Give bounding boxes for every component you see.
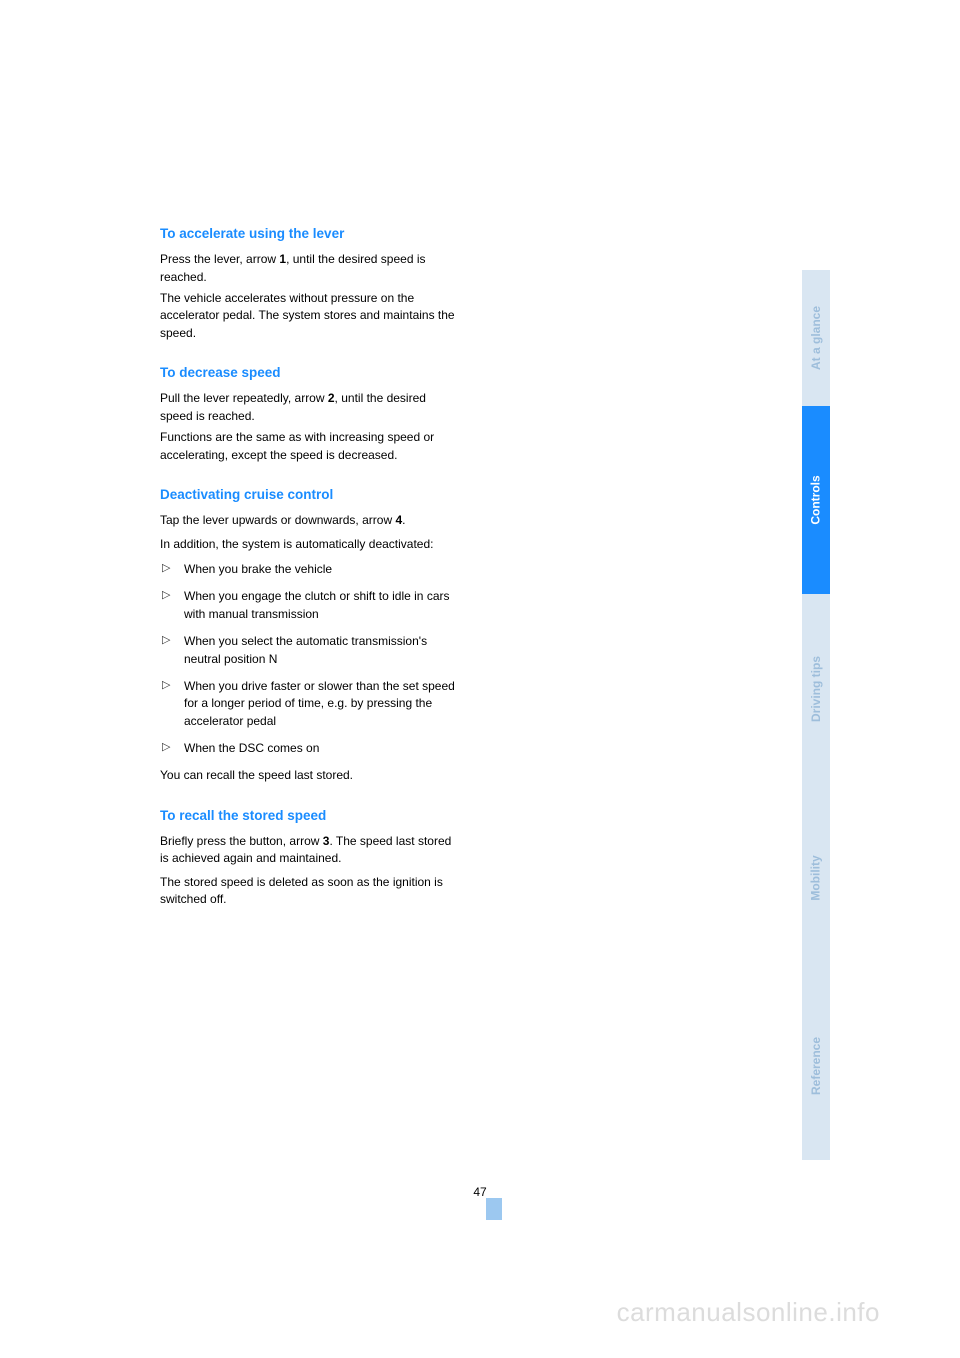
heading-decrease: To decrease speed [160,364,460,382]
list-item: When you drive faster or slower than the… [160,678,460,730]
section-recall: To recall the stored speed Briefly press… [160,807,460,909]
tab-mobility[interactable]: Mobility [802,784,830,972]
page-number: 47 [473,1185,486,1199]
para: Briefly press the button, arrow 3. The s… [160,833,460,868]
tab-label: Controls [809,475,823,524]
para: The vehicle accelerates without pressure… [160,290,460,342]
section-deactivate: Deactivating cruise control Tap the leve… [160,486,460,785]
page-number-bar [486,1198,502,1220]
list-item: When the DSC comes on [160,740,460,757]
list-item: When you engage the clutch or shift to i… [160,588,460,623]
tab-label: Driving tips [809,656,823,722]
para: In addition, the system is automatically… [160,536,460,553]
text: Briefly press the button, arrow [160,834,323,848]
heading-deactivate: Deactivating cruise control [160,486,460,504]
tab-label: Mobility [809,855,823,900]
section-accelerate: To accelerate using the lever Press the … [160,225,460,342]
heading-accelerate: To accelerate using the lever [160,225,460,243]
text: . [402,513,405,527]
content-column: To accelerate using the lever Press the … [160,225,460,931]
heading-recall: To recall the stored speed [160,807,460,825]
tab-reference[interactable]: Reference [802,972,830,1160]
text: Press the lever, arrow [160,252,279,266]
list-item: When you brake the vehicle [160,561,460,578]
para: Tap the lever upwards or downwards, arro… [160,512,460,529]
watermark: carmanualsonline.info [617,1297,880,1328]
text: Tap the lever upwards or downwards, arro… [160,513,395,527]
tab-label: At a glance [809,306,823,370]
list-item: When you select the automatic transmissi… [160,633,460,668]
para: You can recall the speed last stored. [160,767,460,784]
tab-at-a-glance[interactable]: At a glance [802,270,830,406]
bullet-list: When you brake the vehicle When you enga… [160,561,460,758]
para: Functions are the same as with increasin… [160,429,460,464]
para: The stored speed is deleted as soon as t… [160,874,460,909]
para: Press the lever, arrow 1, until the desi… [160,251,460,286]
tab-controls[interactable]: Controls [802,406,830,594]
section-decrease: To decrease speed Pull the lever repeate… [160,364,460,464]
text: Pull the lever repeatedly, arrow [160,391,328,405]
para: Pull the lever repeatedly, arrow 2, unti… [160,390,460,425]
tab-driving-tips[interactable]: Driving tips [802,594,830,784]
side-tabs: At a glance Controls Driving tips Mobili… [802,270,830,1160]
text-bold: 2 [328,391,335,405]
tab-label: Reference [809,1037,823,1095]
